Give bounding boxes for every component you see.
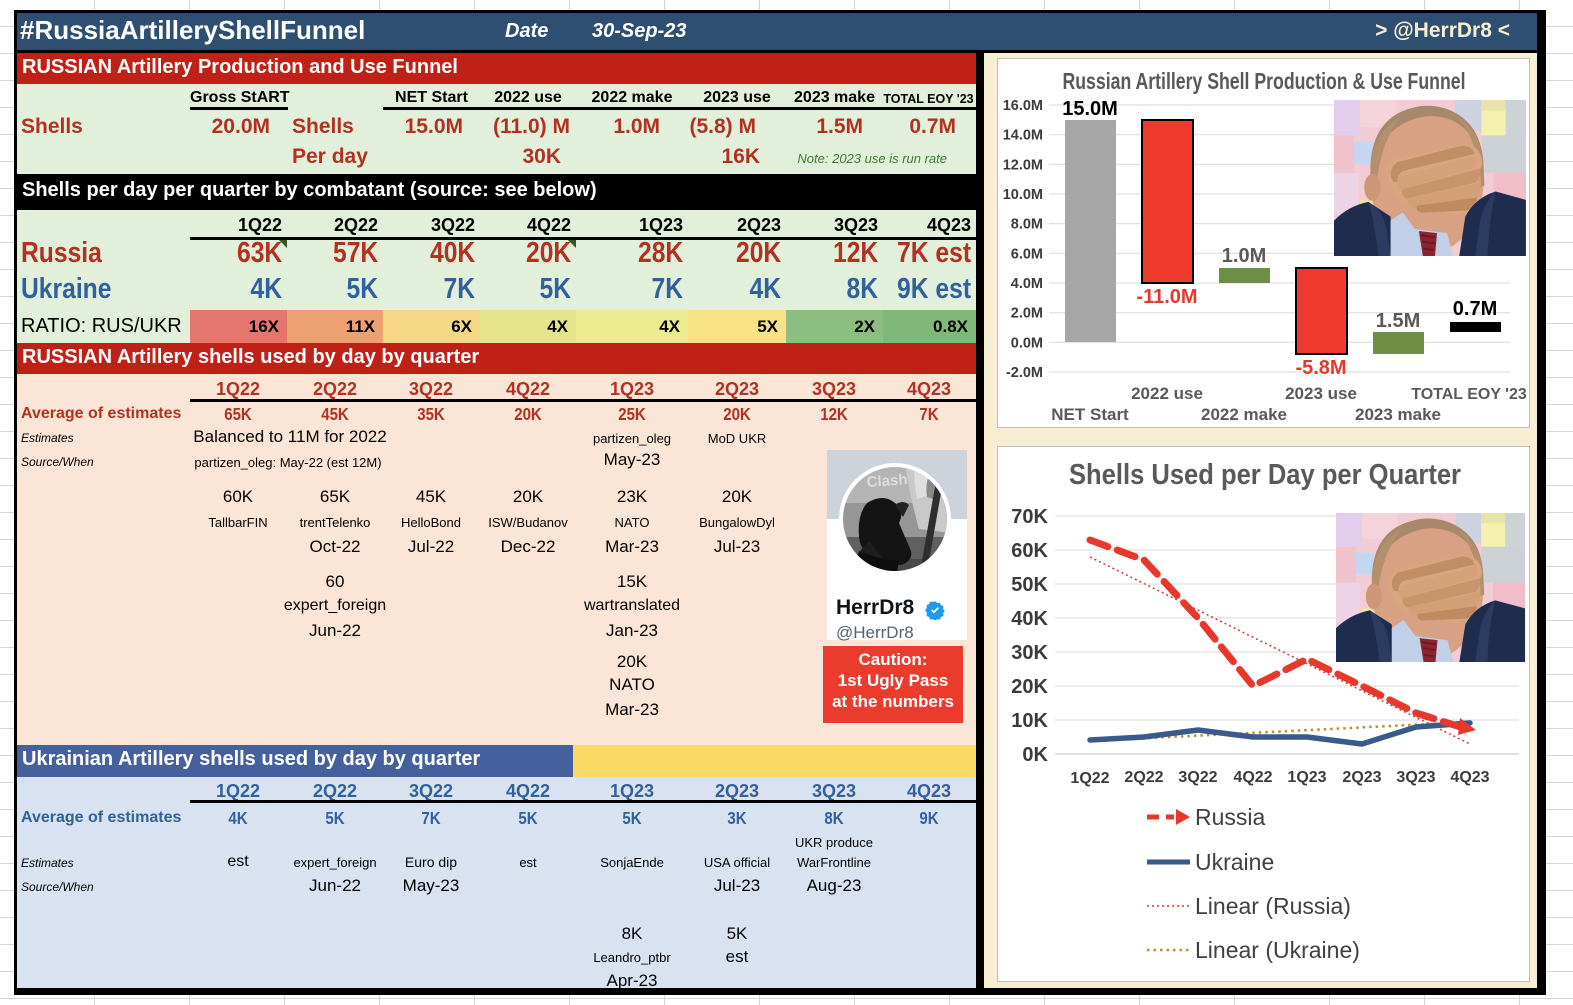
svg-text:2.0M: 2.0M — [1011, 306, 1043, 322]
svg-text:2Q23: 2Q23 — [1342, 769, 1381, 786]
svg-text:14.0M: 14.0M — [1003, 128, 1043, 144]
svg-text:1Q23: 1Q23 — [1287, 769, 1326, 786]
svg-text:TOTAL EOY '23: TOTAL EOY '23 — [1411, 386, 1527, 403]
svg-text:10K: 10K — [1011, 710, 1048, 732]
svg-text:6.0M: 6.0M — [1011, 246, 1043, 262]
svg-text:4.0M: 4.0M — [1011, 276, 1043, 292]
svg-text:-2.0M: -2.0M — [1006, 365, 1043, 381]
svg-text:0.7M: 0.7M — [1453, 298, 1497, 320]
svg-text:3Q22: 3Q22 — [1178, 769, 1217, 786]
svg-text:-5.8M: -5.8M — [1295, 357, 1346, 379]
svg-text:16.0M: 16.0M — [1003, 98, 1043, 114]
svg-text:2022 make: 2022 make — [1201, 405, 1287, 424]
svg-text:4Q23: 4Q23 — [1450, 769, 1489, 786]
svg-text:Ukraine: Ukraine — [1195, 849, 1274, 875]
svg-text:Linear (Ukraine): Linear (Ukraine) — [1195, 937, 1360, 963]
svg-text:1Q22: 1Q22 — [1070, 770, 1109, 787]
svg-text:Shells Used per Day per Quarte: Shells Used per Day per Quarter — [1069, 459, 1461, 491]
svg-text:4Q22: 4Q22 — [1233, 769, 1272, 786]
svg-text:Russia: Russia — [1195, 804, 1266, 830]
svg-text:0K: 0K — [1022, 744, 1048, 766]
svg-text:12.0M: 12.0M — [1003, 157, 1043, 173]
svg-text:40K: 40K — [1011, 608, 1048, 630]
svg-text:15.0M: 15.0M — [1062, 98, 1118, 120]
svg-text:2023 make: 2023 make — [1355, 405, 1441, 424]
svg-text:0.0M: 0.0M — [1011, 335, 1043, 351]
svg-text:3Q23: 3Q23 — [1396, 769, 1435, 786]
svg-text:1.0M: 1.0M — [1222, 245, 1266, 267]
svg-text:50K: 50K — [1011, 574, 1048, 596]
svg-text:Russian Artillery Shell Produc: Russian Artillery Shell Production & Use… — [1063, 68, 1466, 94]
svg-text:30K: 30K — [1011, 642, 1048, 664]
svg-text:1.5M: 1.5M — [1376, 310, 1420, 332]
svg-text:20K: 20K — [1011, 676, 1048, 698]
svg-text:Clash: Clash — [866, 471, 908, 491]
svg-text:Linear (Russia): Linear (Russia) — [1195, 893, 1351, 919]
svg-text:NET Start: NET Start — [1051, 405, 1129, 424]
svg-text:8.0M: 8.0M — [1011, 217, 1043, 233]
svg-text:2023 use: 2023 use — [1285, 384, 1357, 403]
svg-text:70K: 70K — [1011, 506, 1048, 528]
svg-text:2022 use: 2022 use — [1131, 384, 1203, 403]
svg-text:2Q22: 2Q22 — [1124, 769, 1163, 786]
svg-text:-11.0M: -11.0M — [1136, 286, 1197, 308]
svg-text:10.0M: 10.0M — [1003, 187, 1043, 203]
svg-text:60K: 60K — [1011, 540, 1048, 562]
